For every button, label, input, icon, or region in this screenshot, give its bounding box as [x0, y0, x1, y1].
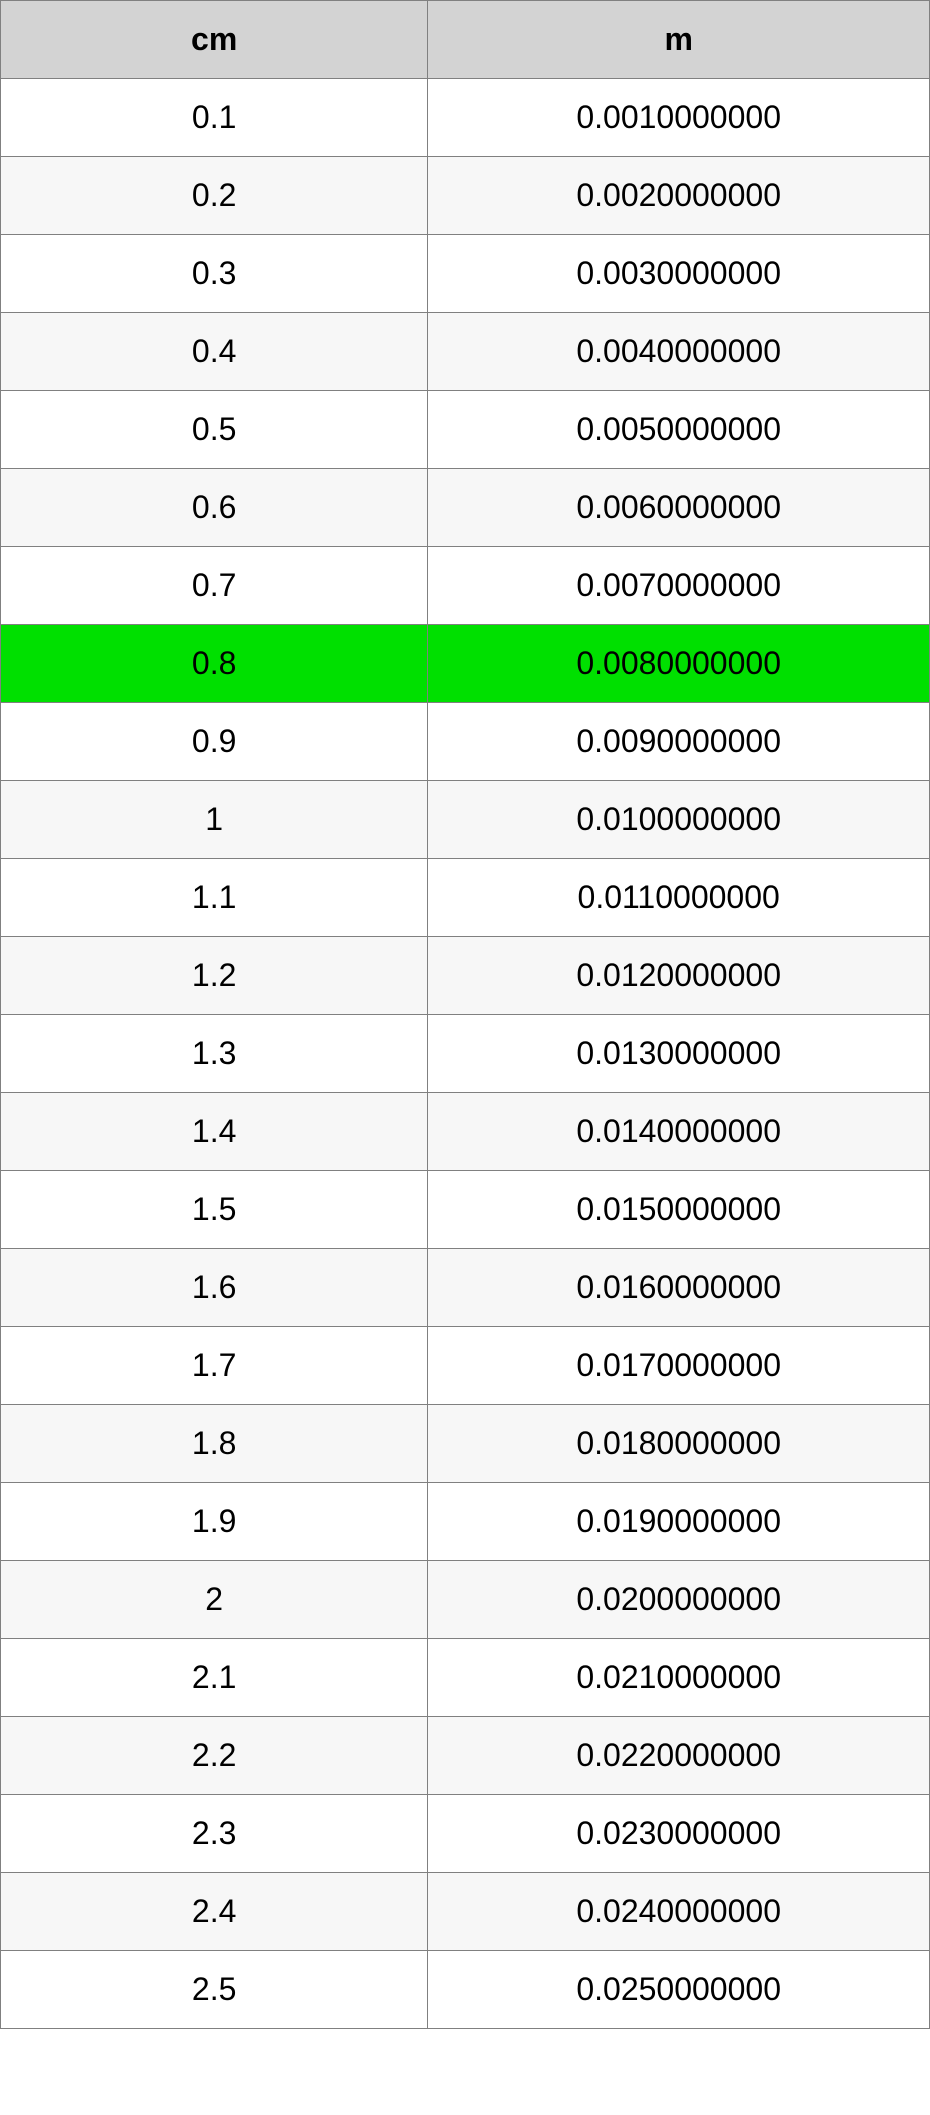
table-row: 2.20.0220000000	[1, 1717, 930, 1795]
cell-m: 0.0080000000	[428, 625, 930, 703]
cell-cm: 2.1	[1, 1639, 428, 1717]
table-body: 0.10.00100000000.20.00200000000.30.00300…	[1, 79, 930, 2029]
cell-cm: 0.3	[1, 235, 428, 313]
table-row: 2.40.0240000000	[1, 1873, 930, 1951]
cell-cm: 0.8	[1, 625, 428, 703]
cell-m: 0.0070000000	[428, 547, 930, 625]
table-row: 1.30.0130000000	[1, 1015, 930, 1093]
cell-m: 0.0200000000	[428, 1561, 930, 1639]
cell-cm: 1.6	[1, 1249, 428, 1327]
cell-cm: 1.3	[1, 1015, 428, 1093]
table-row: 1.10.0110000000	[1, 859, 930, 937]
cell-m: 0.0150000000	[428, 1171, 930, 1249]
table-row: 0.90.0090000000	[1, 703, 930, 781]
cell-m: 0.0090000000	[428, 703, 930, 781]
cell-m: 0.0180000000	[428, 1405, 930, 1483]
cell-cm: 2	[1, 1561, 428, 1639]
cell-cm: 1.2	[1, 937, 428, 1015]
cell-m: 0.0060000000	[428, 469, 930, 547]
cell-cm: 2.3	[1, 1795, 428, 1873]
table-row: 0.80.0080000000	[1, 625, 930, 703]
column-header-m: m	[428, 1, 930, 79]
cell-m: 0.0230000000	[428, 1795, 930, 1873]
cell-cm: 1	[1, 781, 428, 859]
cell-m: 0.0170000000	[428, 1327, 930, 1405]
table-row: 2.30.0230000000	[1, 1795, 930, 1873]
cell-m: 0.0020000000	[428, 157, 930, 235]
table-row: 2.10.0210000000	[1, 1639, 930, 1717]
cell-cm: 0.5	[1, 391, 428, 469]
table-row: 10.0100000000	[1, 781, 930, 859]
cell-m: 0.0040000000	[428, 313, 930, 391]
cell-m: 0.0050000000	[428, 391, 930, 469]
table-row: 1.50.0150000000	[1, 1171, 930, 1249]
table-row: 0.10.0010000000	[1, 79, 930, 157]
table-row: 1.90.0190000000	[1, 1483, 930, 1561]
table-header-row: cm m	[1, 1, 930, 79]
table-row: 1.20.0120000000	[1, 937, 930, 1015]
cell-m: 0.0220000000	[428, 1717, 930, 1795]
cell-cm: 0.9	[1, 703, 428, 781]
table-row: 0.40.0040000000	[1, 313, 930, 391]
cell-cm: 1.9	[1, 1483, 428, 1561]
cell-cm: 0.2	[1, 157, 428, 235]
cell-m: 0.0250000000	[428, 1951, 930, 2029]
cell-cm: 1.4	[1, 1093, 428, 1171]
cell-cm: 0.4	[1, 313, 428, 391]
cell-m: 0.0140000000	[428, 1093, 930, 1171]
cell-cm: 2.4	[1, 1873, 428, 1951]
table-row: 0.30.0030000000	[1, 235, 930, 313]
cell-m: 0.0240000000	[428, 1873, 930, 1951]
table-row: 1.60.0160000000	[1, 1249, 930, 1327]
cell-cm: 2.2	[1, 1717, 428, 1795]
cell-cm: 0.7	[1, 547, 428, 625]
column-header-cm: cm	[1, 1, 428, 79]
cell-m: 0.0210000000	[428, 1639, 930, 1717]
table-row: 0.50.0050000000	[1, 391, 930, 469]
cell-cm: 0.6	[1, 469, 428, 547]
cell-cm: 1.8	[1, 1405, 428, 1483]
conversion-table: cm m 0.10.00100000000.20.00200000000.30.…	[0, 0, 930, 2029]
cell-cm: 0.1	[1, 79, 428, 157]
cell-m: 0.0120000000	[428, 937, 930, 1015]
table-row: 1.80.0180000000	[1, 1405, 930, 1483]
table-row: 0.70.0070000000	[1, 547, 930, 625]
cell-m: 0.0010000000	[428, 79, 930, 157]
table-row: 1.70.0170000000	[1, 1327, 930, 1405]
cell-m: 0.0030000000	[428, 235, 930, 313]
cell-m: 0.0160000000	[428, 1249, 930, 1327]
table-row: 1.40.0140000000	[1, 1093, 930, 1171]
cell-cm: 2.5	[1, 1951, 428, 2029]
table-row: 0.60.0060000000	[1, 469, 930, 547]
cell-m: 0.0130000000	[428, 1015, 930, 1093]
cell-m: 0.0110000000	[428, 859, 930, 937]
cell-m: 0.0100000000	[428, 781, 930, 859]
cell-cm: 1.1	[1, 859, 428, 937]
cell-m: 0.0190000000	[428, 1483, 930, 1561]
cell-cm: 1.7	[1, 1327, 428, 1405]
table-row: 0.20.0020000000	[1, 157, 930, 235]
table-row: 2.50.0250000000	[1, 1951, 930, 2029]
table-row: 20.0200000000	[1, 1561, 930, 1639]
cell-cm: 1.5	[1, 1171, 428, 1249]
